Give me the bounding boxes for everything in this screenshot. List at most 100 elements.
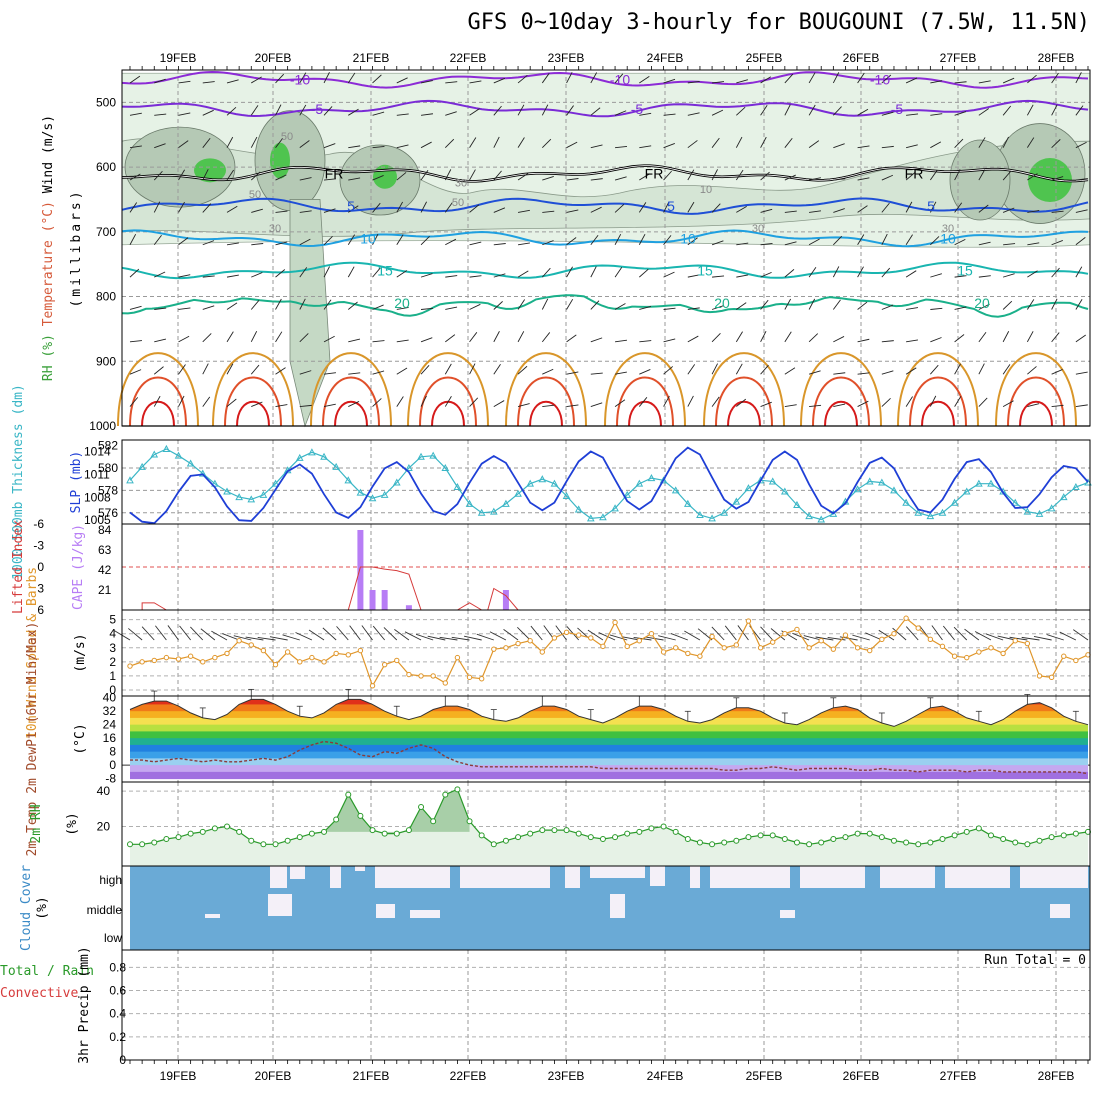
li-ylabel: Lifted Index <box>11 520 26 614</box>
wind-barb <box>566 141 578 149</box>
wind-barb <box>638 202 647 213</box>
wind-barb <box>760 299 769 310</box>
wind-barb <box>251 272 263 278</box>
isotherm-FR-inner <box>121 165 1089 182</box>
wind-barb <box>226 274 239 278</box>
wind-barb <box>566 209 579 213</box>
wind-barb <box>857 108 869 116</box>
wind-barb <box>929 395 937 407</box>
pressure-tick-label: 600 <box>96 160 116 174</box>
wind10-point <box>539 649 546 655</box>
thickness-point <box>526 479 535 487</box>
rh-contour-label: 50 <box>249 189 261 201</box>
wind-barb <box>808 370 821 375</box>
wind-barb <box>809 177 821 181</box>
wind-barb <box>930 273 942 278</box>
wind-barb <box>517 365 528 375</box>
wind-barb <box>129 145 142 149</box>
thickness-point <box>150 450 159 458</box>
wind10-barb <box>974 631 992 641</box>
cloud-clear-patch <box>565 866 580 888</box>
cloud-clear-patch <box>650 866 665 886</box>
wind-barb <box>299 298 306 310</box>
wind-barb <box>444 202 453 213</box>
wind-barb <box>1002 136 1009 148</box>
isotherm-5 <box>121 197 1089 215</box>
wind-barb <box>1026 299 1035 310</box>
wind-barb <box>784 269 795 278</box>
wind-barb <box>251 76 262 84</box>
wind10-point <box>830 646 837 652</box>
rh2m-point <box>709 841 716 848</box>
wind-barb <box>590 234 599 246</box>
wind10-point <box>1073 657 1079 664</box>
li-segment <box>141 602 167 611</box>
cape-bar <box>369 590 376 610</box>
wind-barb <box>420 80 433 84</box>
wind-barb <box>542 404 555 408</box>
thickness-point <box>489 507 498 515</box>
wind10-barb <box>295 632 313 641</box>
wind10-barb <box>724 625 737 641</box>
wind10-barb <box>587 629 604 641</box>
cloud-clear-patch <box>410 910 440 918</box>
thickness-point <box>744 484 753 492</box>
wind-barb <box>760 171 770 181</box>
rh2m-point <box>539 827 546 834</box>
wind10-point <box>612 619 618 626</box>
isotherm-label: -5 <box>891 101 904 117</box>
wind10-barb <box>427 635 446 641</box>
wind10-barb <box>770 628 786 641</box>
isotherm-30-arch <box>909 376 967 427</box>
wind-barb <box>954 81 967 84</box>
wind-barb <box>711 169 718 181</box>
wind10-point <box>915 625 921 631</box>
wind-barb <box>930 307 943 310</box>
wind-barb <box>1075 105 1084 116</box>
rh2m-point <box>660 823 667 830</box>
thickness-point <box>380 490 389 498</box>
cloud-clear-patch <box>800 866 865 888</box>
wind10-barb <box>1009 636 1028 641</box>
rh2m-area <box>130 789 1088 866</box>
rh2m-point <box>527 830 534 837</box>
wind-barb <box>444 138 455 148</box>
isotherm-25-arch <box>897 352 979 427</box>
wind-barb <box>372 233 379 245</box>
rh2m-point <box>211 825 218 832</box>
wind-barb <box>1027 74 1037 84</box>
wind-barb <box>760 105 768 116</box>
rh2m-point <box>369 827 376 834</box>
rh2m-point <box>1072 830 1079 837</box>
wind-barb <box>178 395 185 407</box>
wind-barb <box>881 145 894 149</box>
wind-barb <box>1075 141 1087 149</box>
wind10-barb <box>269 636 288 641</box>
slp-tick: 1014 <box>84 444 111 458</box>
wind-barb <box>129 173 141 181</box>
wind-barb <box>275 331 283 343</box>
wind10-point <box>563 629 570 635</box>
wind10-point <box>879 636 885 643</box>
pressure-tick-label: 1000 <box>89 419 116 433</box>
wind-barb <box>760 243 773 246</box>
wind-barb <box>760 76 772 84</box>
rh-contour-label: 30 <box>752 223 764 235</box>
temp-ylabel2: (°C) <box>73 723 88 754</box>
wind-barb <box>275 137 284 148</box>
wind-barb <box>469 275 482 278</box>
wind-barb <box>517 137 525 148</box>
wind-barb <box>978 363 985 375</box>
wind-barb <box>226 242 239 246</box>
isotherm-35-arch <box>921 400 955 427</box>
rh2m-point <box>163 835 170 842</box>
wind10-barb <box>1073 629 1089 641</box>
wind-barb <box>663 78 676 84</box>
wind-barb <box>250 300 260 310</box>
isotherm-35-arch <box>628 400 662 427</box>
wind-barb <box>954 238 966 246</box>
temp-tick: 8 <box>109 745 116 759</box>
wind-barb <box>881 370 894 375</box>
wind-barb <box>857 72 865 84</box>
isotherm-20 <box>121 294 1089 318</box>
